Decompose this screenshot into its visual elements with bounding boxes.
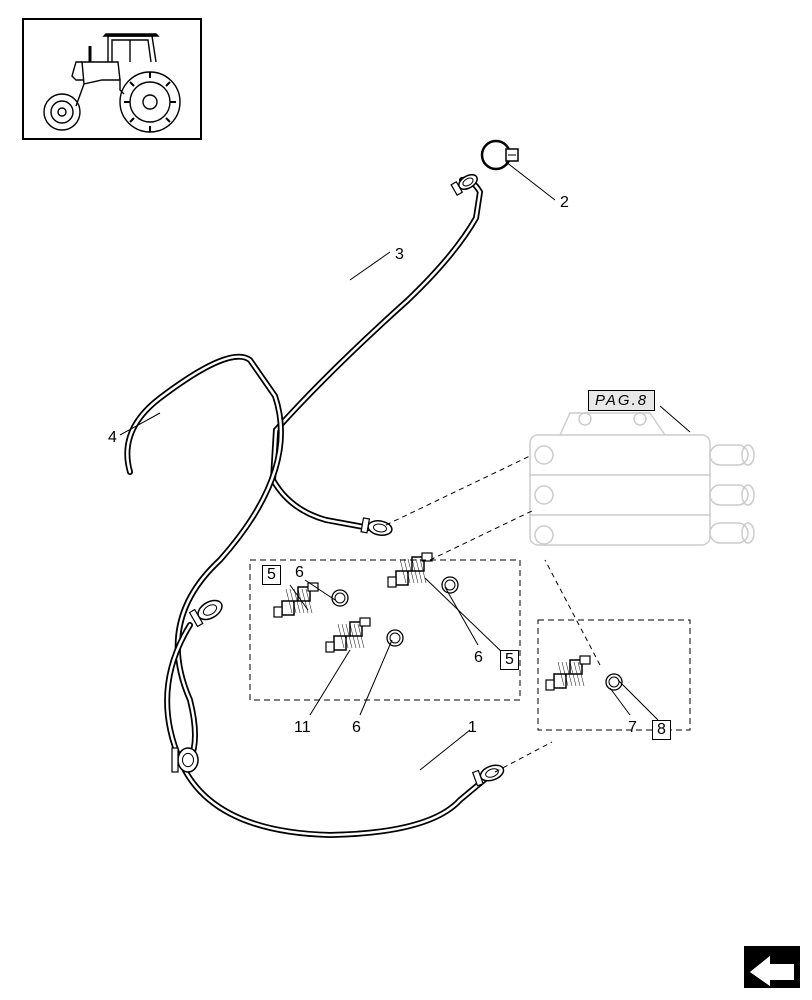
arrow-left-icon (744, 946, 800, 988)
diagram-svg (0, 0, 812, 1000)
valve-block-ghost (530, 413, 754, 545)
hose-clamp (482, 141, 518, 169)
nav-back-button[interactable] (744, 946, 800, 988)
diagram-canvas: PAG.8 2345665116178 (0, 0, 812, 1000)
leader-lines (120, 162, 690, 770)
page-reference-label: PAG.8 (588, 390, 655, 411)
elbow-fittings (274, 553, 590, 690)
pipe-end-caps (172, 172, 506, 786)
dash-boxes (250, 455, 690, 772)
pipes (127, 180, 490, 835)
